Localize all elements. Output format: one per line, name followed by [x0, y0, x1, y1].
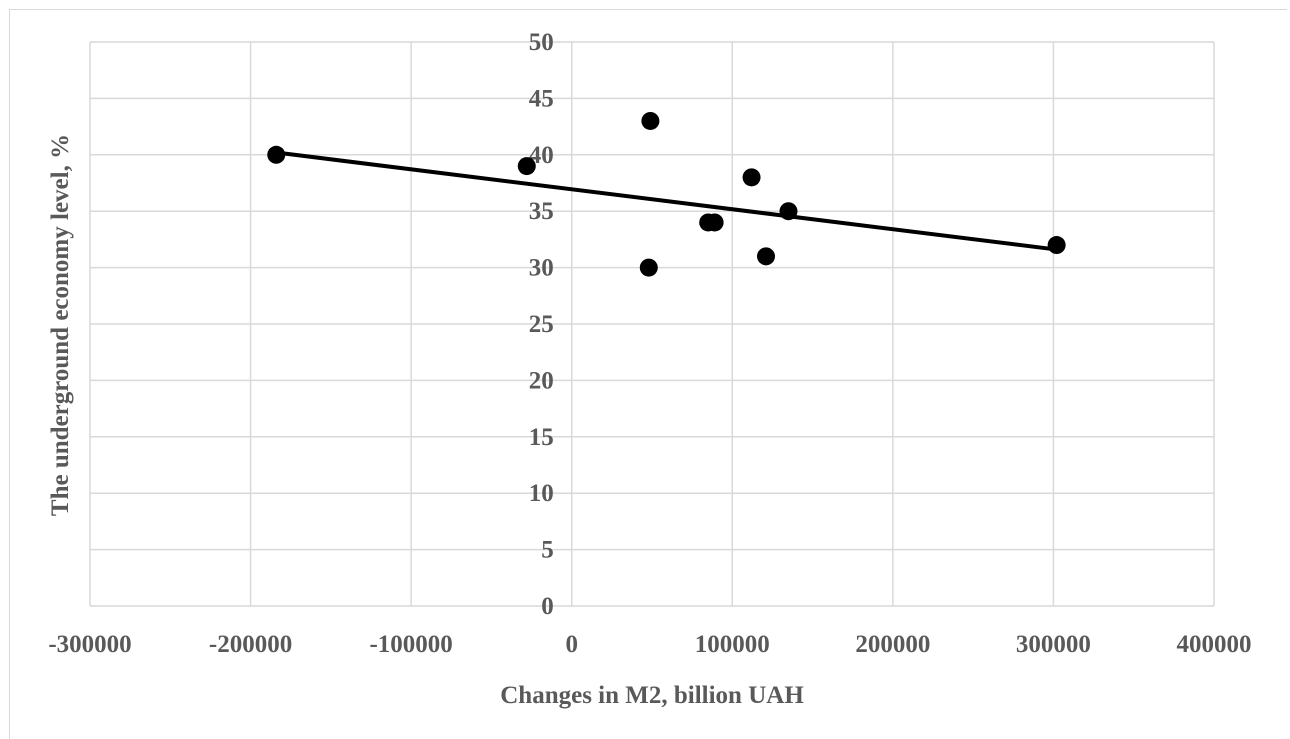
data-point: [779, 202, 798, 221]
trendline: [276, 150, 1057, 252]
data-points: [267, 111, 1066, 277]
y-tick-label: 50: [529, 29, 554, 56]
y-tick-label: 25: [529, 311, 554, 338]
x-tick-label: 300000: [1016, 631, 1091, 658]
y-tick-label: 15: [529, 424, 554, 451]
y-tick-label: 5: [541, 537, 554, 564]
y-tick-label: 20: [529, 367, 554, 394]
x-tick-label: 0: [565, 631, 578, 658]
x-tick-label: 200000: [855, 631, 930, 658]
data-point: [705, 213, 724, 232]
data-point: [639, 258, 658, 277]
x-tick-label: 100000: [695, 631, 770, 658]
data-point: [742, 168, 761, 187]
x-axis-title: Changes in M2, billion UAH: [500, 682, 804, 709]
y-axis-title: The underground economy level, %: [47, 134, 74, 516]
data-point: [1047, 236, 1066, 255]
x-tick-label: 400000: [1177, 631, 1252, 658]
data-point: [517, 157, 536, 176]
x-tick-labels: -300000 -200000 -100000 0 100000 200000 300000…: [48, 631, 1251, 658]
y-tick-label: 0: [541, 593, 554, 620]
y-tick-label: 35: [529, 198, 554, 225]
grid-lines: [89, 41, 1215, 607]
data-point: [757, 247, 776, 266]
x-tick-label: -300000: [48, 631, 131, 658]
y-tick-label: 45: [529, 85, 554, 112]
y-tick-label: 10: [529, 480, 554, 507]
data-point: [641, 111, 660, 130]
y-tick-label: 30: [529, 255, 554, 282]
chart-frame: [9, 9, 1287, 739]
x-tick-label: -200000: [209, 631, 292, 658]
data-point: [267, 145, 286, 164]
x-tick-label: -100000: [369, 631, 452, 658]
